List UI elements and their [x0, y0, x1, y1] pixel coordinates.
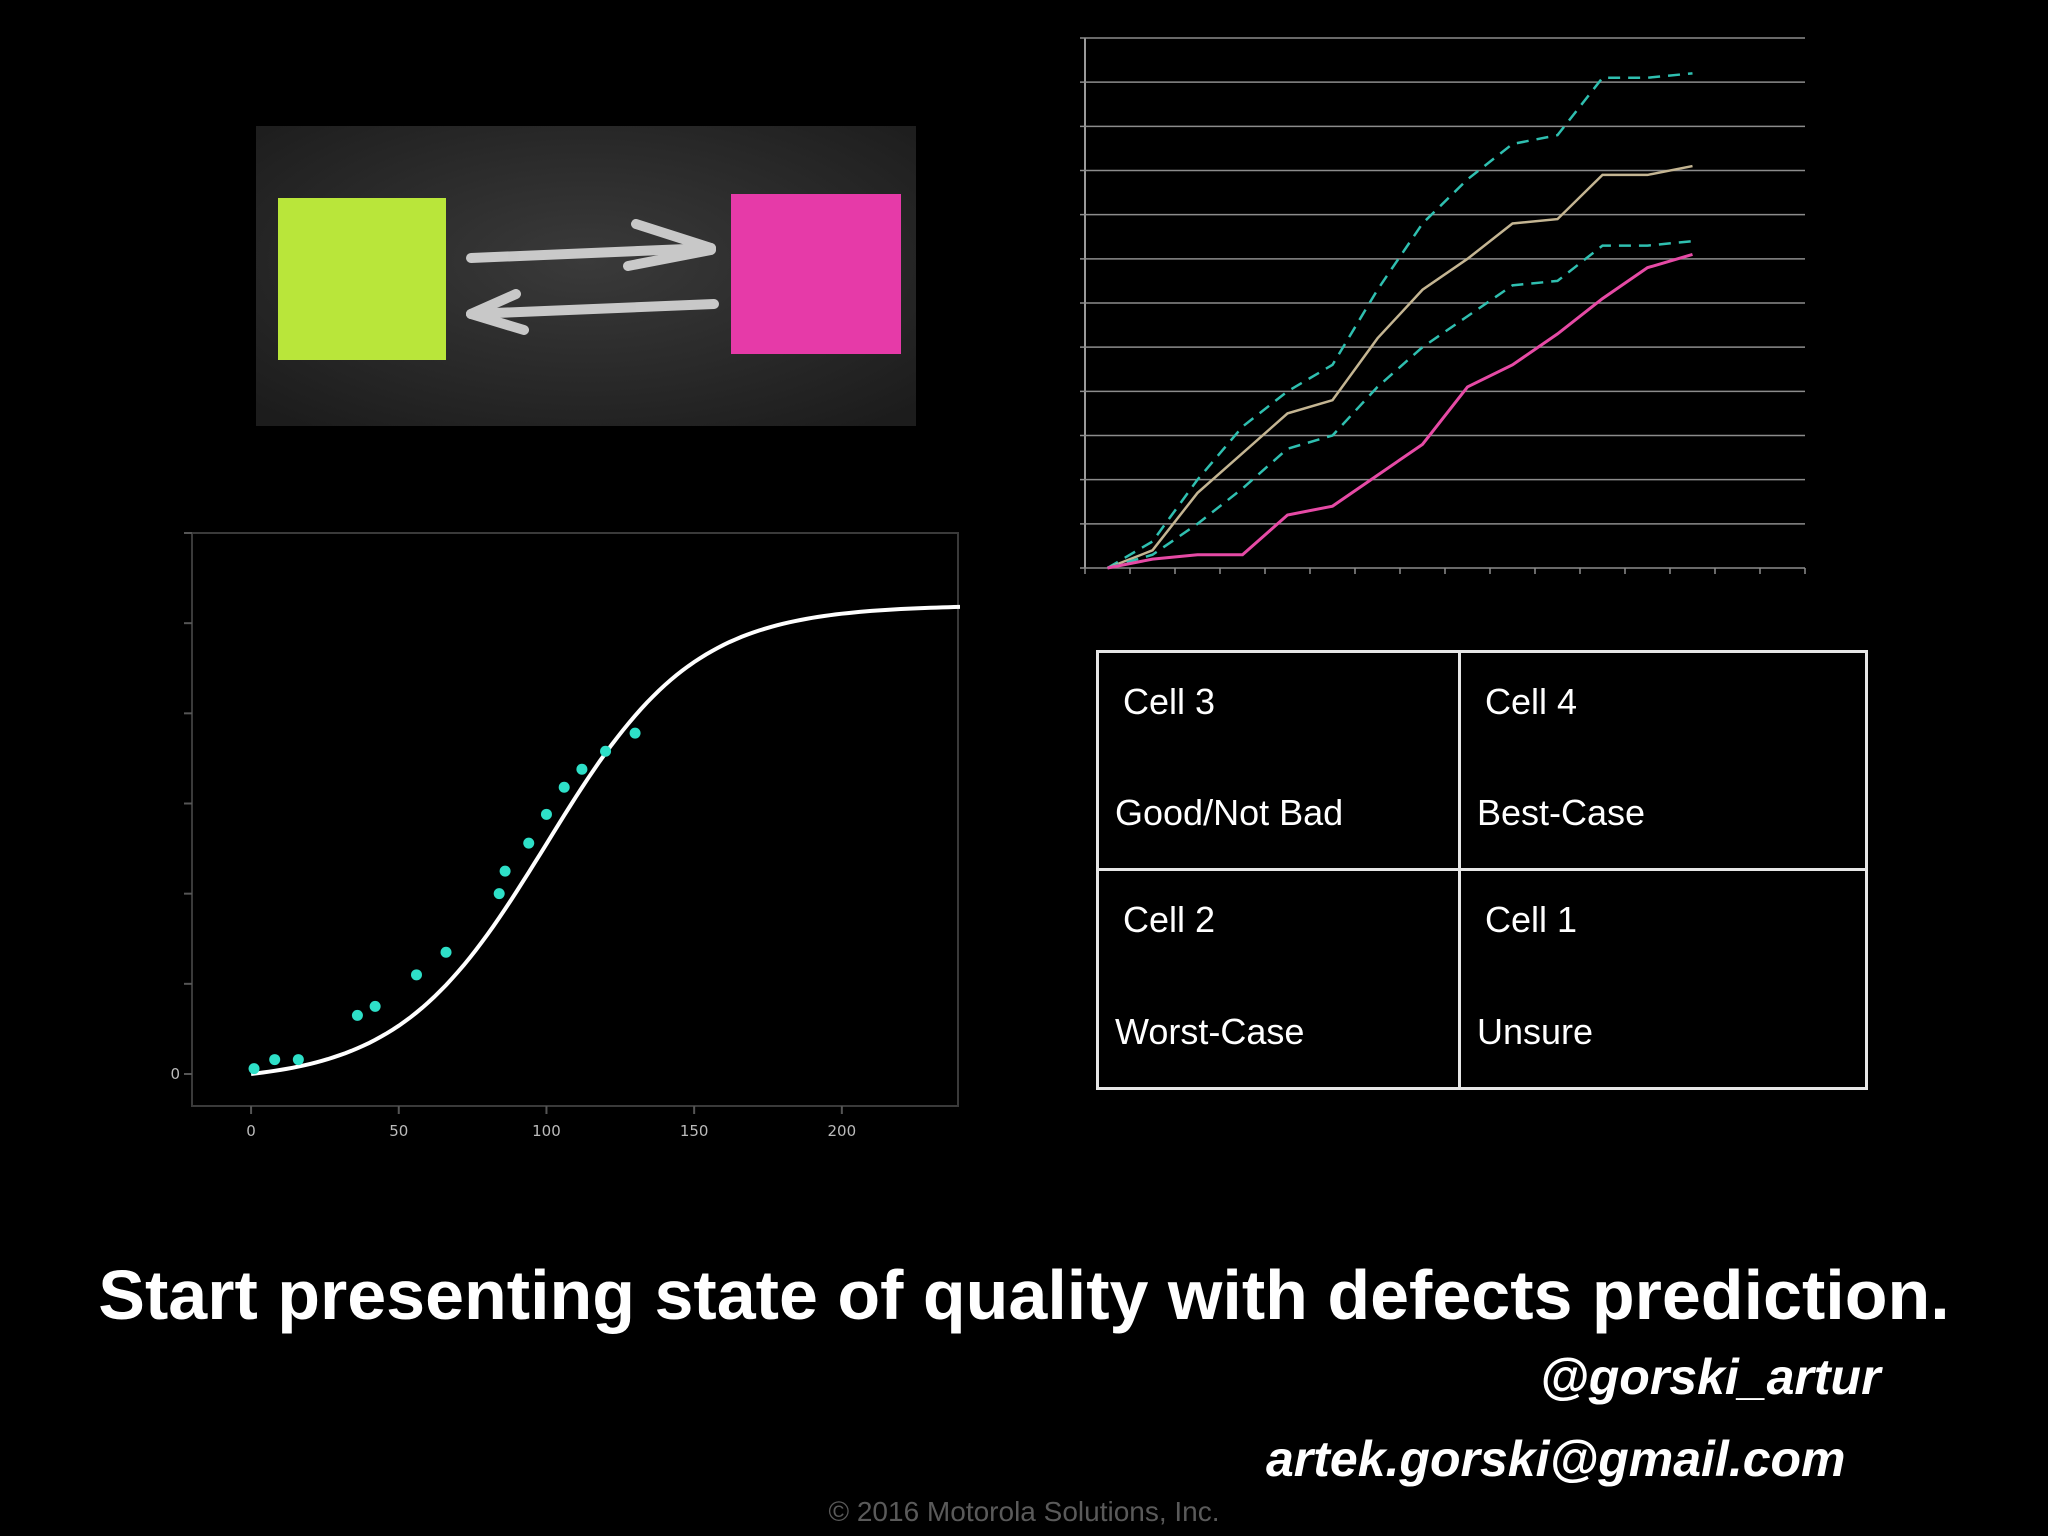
- s-curve-x-tick-label: 50: [389, 1122, 408, 1138]
- matrix-cell-description: Good/Not Bad: [1115, 792, 1344, 833]
- matrix-cell-1: Cell 1 Unsure: [1461, 871, 1865, 1087]
- s-curve-plot-frame: [191, 532, 959, 1107]
- line-series-teal-dashed-lower: [1107, 239, 1693, 570]
- s-curve-point: [523, 837, 535, 849]
- s-curve-x-tick-label: 200: [828, 1122, 857, 1138]
- s-curve-point: [292, 1054, 304, 1066]
- sticky-notes-photo: [256, 126, 916, 426]
- s-curve-point: [576, 763, 588, 775]
- s-curve-ticks: 0 50 100 150 200 0: [170, 1065, 856, 1138]
- quality-matrix: Cell 3 Good/Not Bad Cell 4 Best-Case Cel…: [1096, 650, 1868, 1090]
- left-arrow-icon: [466, 289, 719, 335]
- right-arrow-icon: [466, 219, 716, 271]
- line-chart-grid: [1080, 37, 1806, 574]
- line-series-tan-solid: [1107, 164, 1693, 570]
- s-curve-axes: [184, 532, 959, 1107]
- line-series-pink-solid: [1107, 252, 1693, 570]
- pink-sticky-note: [731, 194, 901, 354]
- twitter-handle: @gorski_artur: [1540, 1349, 1881, 1405]
- s-curve-point: [558, 781, 570, 793]
- s-curve-x-tick-label: 0: [246, 1122, 256, 1138]
- green-sticky-note: [278, 198, 446, 360]
- email-address: artek.gorski@gmail.com: [1266, 1431, 1846, 1487]
- s-curve-point: [269, 1054, 281, 1066]
- matrix-cell-description: Best-Case: [1477, 792, 1646, 833]
- s-curve-point: [440, 946, 452, 958]
- s-curve-chart: 0 50 100 150 200 0: [170, 532, 960, 1138]
- matrix-cell-description: Worst-Case: [1115, 1011, 1305, 1052]
- s-curve-point: [629, 727, 641, 739]
- s-curve-point: [600, 745, 612, 757]
- defects-line-chart: [1080, 37, 1806, 574]
- matrix-cell-number: Cell 3: [1123, 681, 1216, 722]
- line-series-teal-dashed-upper: [1106, 72, 1693, 570]
- matrix-cell-3: Cell 3 Good/Not Bad: [1099, 653, 1461, 871]
- line-chart-series: [1106, 72, 1693, 570]
- matrix-cell-number: Cell 4: [1485, 681, 1578, 722]
- s-curve-point: [248, 1063, 260, 1075]
- matrix-cell-description: Unsure: [1477, 1011, 1594, 1052]
- s-curve-point: [369, 1000, 381, 1012]
- s-curve-x-tick-label: 150: [680, 1122, 709, 1138]
- s-curve-point: [540, 808, 552, 820]
- s-curve-fit-line: [250, 604, 960, 1076]
- s-curve-point: [410, 969, 422, 981]
- s-curve-y-tick-label: 0: [170, 1065, 180, 1083]
- s-curve-x-tick-label: 100: [532, 1122, 561, 1138]
- s-curve-point: [493, 888, 505, 900]
- slide-headline: Start presenting state of quality with d…: [98, 1256, 1950, 1334]
- copyright-footer: © 2016 Motorola Solutions, Inc.: [828, 1496, 1220, 1527]
- s-curve-points: [248, 727, 641, 1075]
- s-curve-point: [499, 865, 511, 877]
- matrix-cell-number: Cell 1: [1485, 899, 1578, 940]
- matrix-cell-number: Cell 2: [1123, 899, 1216, 940]
- matrix-cell-2: Cell 2 Worst-Case: [1099, 871, 1461, 1087]
- matrix-cell-4: Cell 4 Best-Case: [1461, 653, 1865, 871]
- s-curve-point: [351, 1009, 363, 1021]
